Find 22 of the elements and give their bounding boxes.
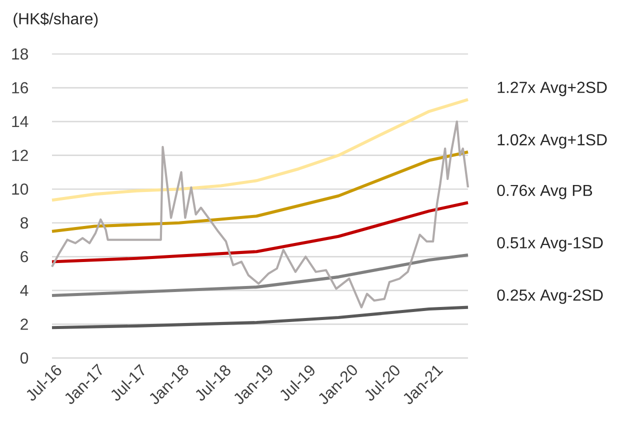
y-tick-label: 14 <box>12 116 28 128</box>
line-series <box>50 98 470 202</box>
series-label: 0.25x Avg-2SD <box>497 289 603 304</box>
y-tick-label: 18 <box>12 48 28 60</box>
series-label: 1.27x Avg+2SD <box>498 82 607 96</box>
series-label: 0.51x Avg-1SD <box>497 237 603 252</box>
series-label: 1.02x Avg+1SD <box>498 134 607 149</box>
line-series <box>50 306 470 330</box>
y-tick-label: 2 <box>20 318 28 330</box>
y-tick-label: 0 <box>20 352 28 364</box>
line-series <box>50 120 470 308</box>
y-tick-label: 8 <box>20 217 28 229</box>
series-label: 0.76x Avg PB <box>497 184 592 200</box>
y-axis-title: (HK$/share) <box>14 12 98 28</box>
y-tick-label: 6 <box>20 251 28 262</box>
line-series <box>50 150 470 233</box>
y-tick-label: 16 <box>12 82 28 94</box>
y-tick-label: 10 <box>12 183 28 195</box>
y-tick-label: 12 <box>12 150 28 161</box>
line-series <box>50 201 470 264</box>
y-tick-label: 4 <box>20 284 28 296</box>
line-series <box>50 253 470 298</box>
